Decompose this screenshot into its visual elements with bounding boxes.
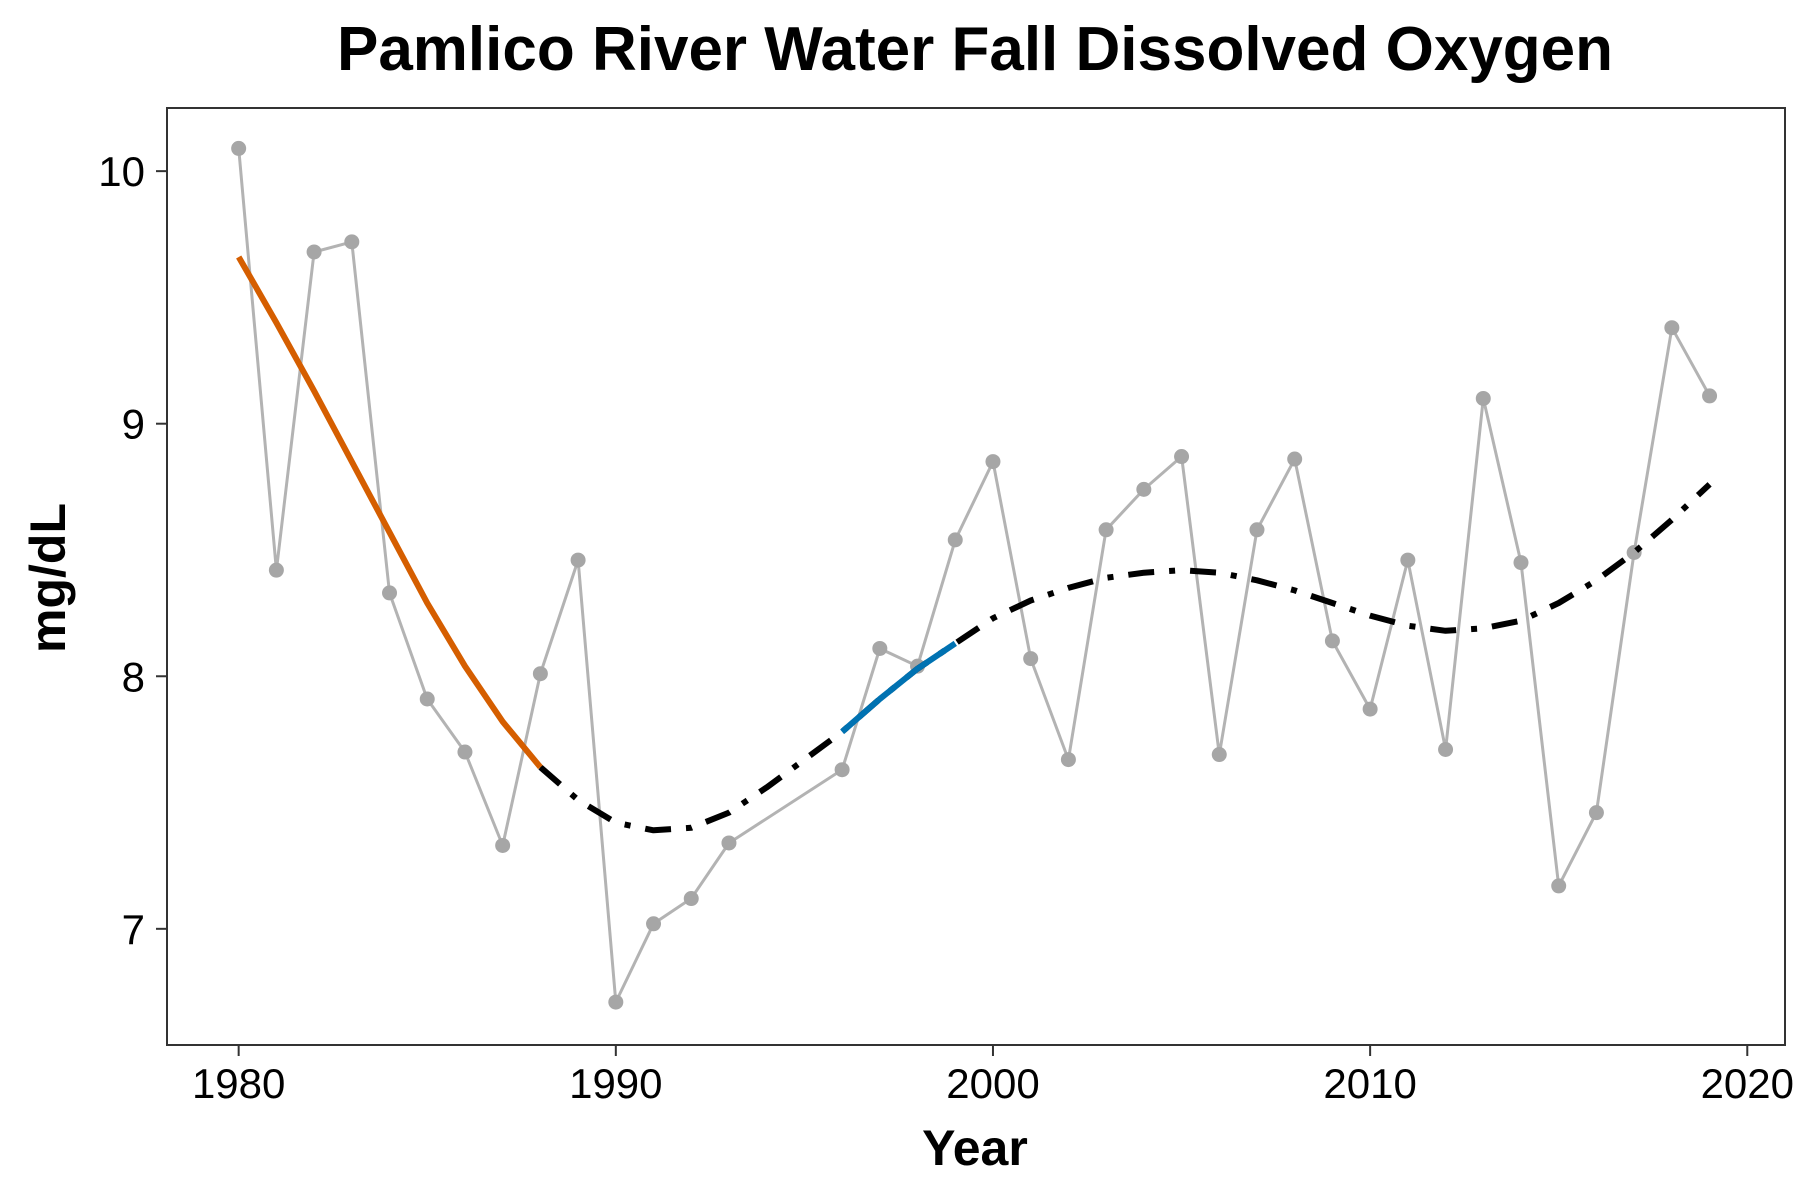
observed-point [834,762,850,778]
observed-point [1551,878,1567,894]
x-axis-title: Year [922,1120,1028,1176]
observed-point [306,244,322,260]
observed-point [985,454,1001,470]
y-tick-label: 7 [122,906,145,953]
trend-line [538,482,1712,834]
observed-point [268,562,284,578]
plot-panel [166,107,1786,1046]
y-tick-label: 8 [122,653,145,700]
x-tick-label: 2020 [1701,1060,1794,1107]
observed-point [1098,522,1114,538]
observed-point [1475,390,1491,406]
observed-point [457,744,473,760]
observed-point [872,640,888,656]
y-tick-label: 9 [122,401,145,448]
y-tick-label: 10 [98,148,145,195]
observed-point [1287,451,1303,467]
observed-point [382,585,398,601]
observed-point [1324,633,1340,649]
observed-point [1060,752,1076,768]
observed-point [608,994,624,1010]
observed-point [1174,449,1190,465]
observed-point [1664,320,1680,336]
observed-point [1438,742,1454,758]
observed-point [1588,805,1604,821]
observed-point [1400,552,1416,568]
x-tick-label: 2010 [1323,1060,1416,1107]
observed-series-line [237,148,1711,1004]
observed-point [231,140,247,156]
increasing-trend-segment [840,640,957,735]
observed-point [495,837,511,853]
observed-point [646,916,662,932]
observed-point [683,891,699,907]
observed-point [1211,747,1227,763]
observed-point [1023,651,1039,667]
y-axis: 7 8 9 10 [98,148,167,953]
x-tick-label: 2000 [946,1060,1039,1107]
series-layer [231,140,1718,1010]
observed-point [419,691,435,707]
x-axis: 1980 1990 2000 2010 2020 [192,1045,1794,1107]
observed-point [1513,555,1529,571]
decreasing-trend-segment [236,255,543,770]
observed-point [947,532,963,548]
observed-point [1702,388,1718,404]
observed-point [1136,481,1152,497]
chart-title: Pamlico River Water Fall Dissolved Oxyge… [337,15,1613,84]
y-axis-title: mg/dL [20,503,76,653]
observed-point [570,552,586,568]
observed-point [721,835,737,851]
observed-point [1249,522,1265,538]
observed-point [344,234,360,250]
observed-point [532,666,548,682]
x-tick-label: 1990 [569,1060,662,1107]
observed-point [1362,701,1378,717]
x-tick-label: 1980 [192,1060,285,1107]
